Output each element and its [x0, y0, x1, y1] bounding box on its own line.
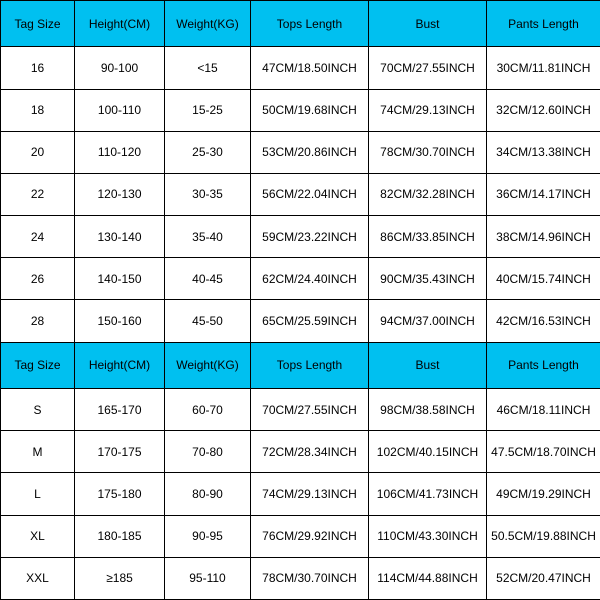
table-header-cell: Bust	[369, 342, 487, 388]
table-cell: 110-120	[75, 131, 165, 173]
table-cell: 38CM/14.96INCH	[487, 216, 600, 258]
table-row: XXL≥18595-11078CM/30.70INCH114CM/44.88IN…	[1, 557, 600, 599]
table-row: L175-18080-9074CM/29.13INCH106CM/41.73IN…	[1, 473, 600, 515]
table-cell: L	[1, 473, 75, 515]
table-cell: 76CM/29.92INCH	[251, 515, 369, 557]
table-cell: 30-35	[165, 173, 251, 215]
table-header-cell: Pants Length	[487, 1, 600, 47]
table-cell: 45-50	[165, 300, 251, 342]
table-cell: 28	[1, 300, 75, 342]
table-row: S165-17060-7070CM/27.55INCH98CM/38.58INC…	[1, 388, 600, 430]
table-cell: 180-185	[75, 515, 165, 557]
table-row: M170-17570-8072CM/28.34INCH102CM/40.15IN…	[1, 431, 600, 473]
table-cell: 78CM/30.70INCH	[251, 557, 369, 599]
table-header-cell: Pants Length	[487, 342, 600, 388]
table-header-cell: Bust	[369, 1, 487, 47]
table-cell: 72CM/28.34INCH	[251, 431, 369, 473]
table-cell: 62CM/24.40INCH	[251, 258, 369, 300]
table-cell: 56CM/22.04INCH	[251, 173, 369, 215]
table-cell: 94CM/37.00INCH	[369, 300, 487, 342]
table-cell: 40CM/15.74INCH	[487, 258, 600, 300]
table-cell: 95-110	[165, 557, 251, 599]
table-cell: 165-170	[75, 388, 165, 430]
table-cell: 70CM/27.55INCH	[251, 388, 369, 430]
table-cell: ≥185	[75, 557, 165, 599]
table-cell: 70CM/27.55INCH	[369, 47, 487, 89]
table-cell: 114CM/44.88INCH	[369, 557, 487, 599]
table-cell: 90CM/35.43INCH	[369, 258, 487, 300]
table-cell: 24	[1, 216, 75, 258]
table-cell: 86CM/33.85INCH	[369, 216, 487, 258]
table-row: 18100-11015-2550CM/19.68INCH74CM/29.13IN…	[1, 89, 600, 131]
table-cell: 74CM/29.13INCH	[369, 89, 487, 131]
table-row: 24130-14035-4059CM/23.22INCH86CM/33.85IN…	[1, 216, 600, 258]
table-cell: 170-175	[75, 431, 165, 473]
table-cell: 34CM/13.38INCH	[487, 131, 600, 173]
table-header-cell: Tag Size	[1, 342, 75, 388]
table-cell: 130-140	[75, 216, 165, 258]
table-cell: 175-180	[75, 473, 165, 515]
table-cell: 18	[1, 89, 75, 131]
table-cell: 35-40	[165, 216, 251, 258]
table-cell: 22	[1, 173, 75, 215]
table-cell: 98CM/38.58INCH	[369, 388, 487, 430]
table-row: 20110-12025-3053CM/20.86INCH78CM/30.70IN…	[1, 131, 600, 173]
table-cell: 106CM/41.73INCH	[369, 473, 487, 515]
table-cell: 49CM/19.29INCH	[487, 473, 600, 515]
table-cell: 36CM/14.17INCH	[487, 173, 600, 215]
table-cell: 40-45	[165, 258, 251, 300]
table-cell: M	[1, 431, 75, 473]
table-cell: 20	[1, 131, 75, 173]
table-row: XL180-18590-9576CM/29.92INCH110CM/43.30I…	[1, 515, 600, 557]
table-header-cell: Weight(KG)	[165, 1, 251, 47]
table-cell: 110CM/43.30INCH	[369, 515, 487, 557]
table-cell: XL	[1, 515, 75, 557]
table-header-cell: Weight(KG)	[165, 342, 251, 388]
size-chart-table: Tag SizeHeight(CM)Weight(KG)Tops LengthB…	[0, 0, 600, 600]
table-cell: 82CM/32.28INCH	[369, 173, 487, 215]
table-cell: XXL	[1, 557, 75, 599]
table-cell: 70-80	[165, 431, 251, 473]
table-cell: 90-95	[165, 515, 251, 557]
table-cell: 74CM/29.13INCH	[251, 473, 369, 515]
table-cell: 53CM/20.86INCH	[251, 131, 369, 173]
table-cell: 140-150	[75, 258, 165, 300]
table-header-cell: Tag Size	[1, 1, 75, 47]
table-cell: 50CM/19.68INCH	[251, 89, 369, 131]
table-cell: 26	[1, 258, 75, 300]
table-cell: 80-90	[165, 473, 251, 515]
table-cell: 78CM/30.70INCH	[369, 131, 487, 173]
table-row: 1690-100<1547CM/18.50INCH70CM/27.55INCH3…	[1, 47, 600, 89]
table-cell: 16	[1, 47, 75, 89]
table-cell: 102CM/40.15INCH	[369, 431, 487, 473]
table-header-cell: Tops Length	[251, 342, 369, 388]
table-row: 26140-15040-4562CM/24.40INCH90CM/35.43IN…	[1, 258, 600, 300]
table-header-row: Tag SizeHeight(CM)Weight(KG)Tops LengthB…	[1, 1, 600, 47]
table-cell: 15-25	[165, 89, 251, 131]
table-header-row: Tag SizeHeight(CM)Weight(KG)Tops LengthB…	[1, 342, 600, 388]
table-cell: 65CM/25.59INCH	[251, 300, 369, 342]
table-cell: 100-110	[75, 89, 165, 131]
table-cell: 47CM/18.50INCH	[251, 47, 369, 89]
table-header-cell: Tops Length	[251, 1, 369, 47]
table-cell: S	[1, 388, 75, 430]
table-cell: 52CM/20.47INCH	[487, 557, 600, 599]
table-cell: 46CM/18.11INCH	[487, 388, 600, 430]
table-cell: 30CM/11.81INCH	[487, 47, 600, 89]
table-cell: <15	[165, 47, 251, 89]
table-row: 22120-13030-3556CM/22.04INCH82CM/32.28IN…	[1, 173, 600, 215]
table-cell: 60-70	[165, 388, 251, 430]
table-cell: 120-130	[75, 173, 165, 215]
table-cell: 90-100	[75, 47, 165, 89]
table-cell: 32CM/12.60INCH	[487, 89, 600, 131]
table-cell: 42CM/16.53INCH	[487, 300, 600, 342]
table-header-cell: Height(CM)	[75, 342, 165, 388]
table-cell: 47.5CM/18.70INCH	[487, 431, 600, 473]
table-header-cell: Height(CM)	[75, 1, 165, 47]
table-cell: 50.5CM/19.88INCH	[487, 515, 600, 557]
table-cell: 150-160	[75, 300, 165, 342]
table-cell: 59CM/23.22INCH	[251, 216, 369, 258]
table-cell: 25-30	[165, 131, 251, 173]
table-row: 28150-16045-5065CM/25.59INCH94CM/37.00IN…	[1, 300, 600, 342]
